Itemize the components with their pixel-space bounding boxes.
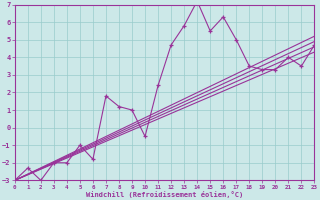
X-axis label: Windchill (Refroidissement éolien,°C): Windchill (Refroidissement éolien,°C) [86,191,243,198]
